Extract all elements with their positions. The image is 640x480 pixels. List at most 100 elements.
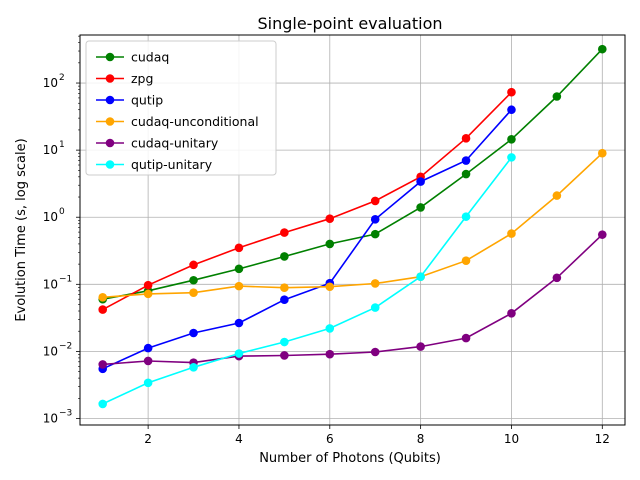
y-tick-label: 10	[43, 277, 58, 291]
legend: cudaq zpg qutip cudaq-unconditional cudaq-un…	[85, 40, 277, 176]
data-point-cudaq-unitary	[370, 347, 380, 357]
y-tick-label: 10	[43, 76, 58, 90]
data-point-qutip	[461, 156, 471, 165]
data-point-qutip-unitary	[325, 324, 335, 333]
data-point-qutip-unitary	[461, 212, 471, 221]
data-point-cudaq-unconditional	[98, 293, 108, 302]
legend-label-qutip-unitary: qutip-unitary	[131, 157, 213, 172]
data-point-cudaq-unitary	[507, 308, 516, 318]
data-point-zpg	[370, 196, 380, 206]
y-tick-exponent: −1	[59, 274, 72, 284]
data-point-zpg	[234, 243, 244, 253]
legend-box	[85, 40, 277, 176]
data-point-cudaq-unitary	[325, 349, 335, 359]
data-point-qutip	[143, 343, 153, 353]
data-point-cudaq	[461, 169, 471, 179]
data-point-cudaq-unconditional	[234, 281, 244, 291]
x-tick-label: 10	[504, 432, 519, 446]
y-tick-exponent: −2	[59, 341, 72, 351]
data-point-cudaq-unconditional	[597, 148, 607, 158]
legend-marker-cudaq-unconditional	[105, 117, 115, 126]
series-zpg	[98, 87, 516, 314]
series-line-qutip-unitary	[102, 156, 513, 405]
data-point-zpg	[143, 280, 153, 290]
y-tick-label: 10	[43, 411, 58, 425]
legend-marker-qutip-unitary	[105, 160, 115, 169]
legend-marker-cudaq-unitary	[105, 138, 115, 148]
chart-title: Single-point evaluation	[257, 14, 442, 33]
series-cudaq-unitary	[98, 230, 607, 369]
data-point-cudaq-unconditional	[325, 282, 335, 292]
data-point-qutip	[234, 318, 244, 328]
data-point-qutip-unitary	[280, 337, 289, 347]
x-tick-label: 4	[235, 432, 243, 446]
data-point-cudaq	[507, 135, 516, 144]
y-tick-exponent: 0	[59, 207, 65, 217]
data-point-cudaq-unitary	[552, 273, 562, 283]
data-point-cudaq-unconditional	[280, 283, 289, 293]
data-point-zpg	[98, 305, 108, 314]
y-tick-label: 10	[43, 344, 58, 358]
data-point-zpg	[189, 260, 198, 270]
data-point-cudaq	[280, 252, 289, 261]
data-point-cudaq-unconditional	[461, 256, 471, 265]
x-axis-label: Number of Photons (Qubits)	[259, 451, 441, 466]
y-tick-exponent: −3	[59, 408, 72, 418]
data-point-cudaq-unitary	[98, 360, 108, 369]
data-point-cudaq-unconditional	[507, 229, 516, 238]
data-point-cudaq-unitary	[143, 356, 153, 366]
series-line-cudaq-unitary	[102, 234, 603, 366]
data-point-qutip-unitary	[143, 378, 153, 388]
data-point-qutip-unitary	[189, 362, 198, 372]
y-axis-label: Evolution Time (s, log scale)	[14, 138, 29, 321]
data-point-cudaq-unitary	[416, 342, 425, 351]
data-point-zpg	[280, 228, 289, 237]
data-point-cudaq	[325, 239, 335, 249]
y-tick-exponent: 1	[59, 140, 65, 150]
legend-marker-zpg	[105, 74, 115, 83]
data-point-qutip-unitary	[507, 153, 516, 162]
data-point-qutip	[370, 215, 380, 224]
grid	[80, 35, 625, 425]
data-point-cudaq	[189, 275, 198, 285]
x-tick-label: 12	[595, 432, 610, 446]
series-cudaq	[98, 44, 607, 304]
data-point-zpg	[507, 87, 516, 97]
legend-label-zpg: zpg	[131, 71, 153, 86]
data-point-cudaq-unitary	[280, 351, 289, 360]
data-point-cudaq-unconditional	[552, 191, 562, 200]
data-point-qutip	[189, 328, 198, 338]
data-point-qutip	[507, 105, 516, 115]
data-point-cudaq-unconditional	[370, 279, 380, 288]
legend-label-cudaq: cudaq	[131, 50, 169, 65]
data-point-cudaq-unitary	[461, 333, 471, 343]
series-line-cudaq	[102, 48, 603, 300]
legend-label-cudaq-unitary: cudaq-unitary	[131, 136, 219, 151]
y-tick-exponent: 2	[59, 73, 65, 83]
data-point-cudaq	[416, 203, 425, 212]
x-tick-label: 6	[326, 432, 334, 446]
series-line-cudaq-unconditional	[102, 152, 603, 299]
data-point-cudaq	[234, 264, 244, 274]
data-point-qutip-unitary	[234, 349, 244, 358]
series-layer	[98, 44, 607, 409]
data-point-qutip-unitary	[416, 272, 425, 281]
legend-label-cudaq-unconditional: cudaq-unconditional	[131, 114, 259, 129]
legend-marker-cudaq	[105, 52, 115, 62]
y-tick-label: 10	[43, 210, 58, 224]
y-tick-label: 10	[43, 143, 58, 157]
data-point-cudaq	[552, 92, 562, 101]
x-tick-label: 8	[417, 432, 425, 446]
x-tick-label: 2	[144, 432, 152, 446]
legend-label-qutip: qutip	[131, 93, 163, 108]
data-point-zpg	[461, 134, 471, 143]
data-point-cudaq-unconditional	[143, 289, 153, 299]
data-point-cudaq	[370, 229, 380, 239]
series-qutip-unitary	[98, 153, 516, 409]
data-point-cudaq	[597, 44, 607, 54]
series-line-zpg	[102, 91, 513, 311]
legend-marker-qutip	[105, 95, 115, 105]
data-point-qutip-unitary	[98, 399, 108, 409]
